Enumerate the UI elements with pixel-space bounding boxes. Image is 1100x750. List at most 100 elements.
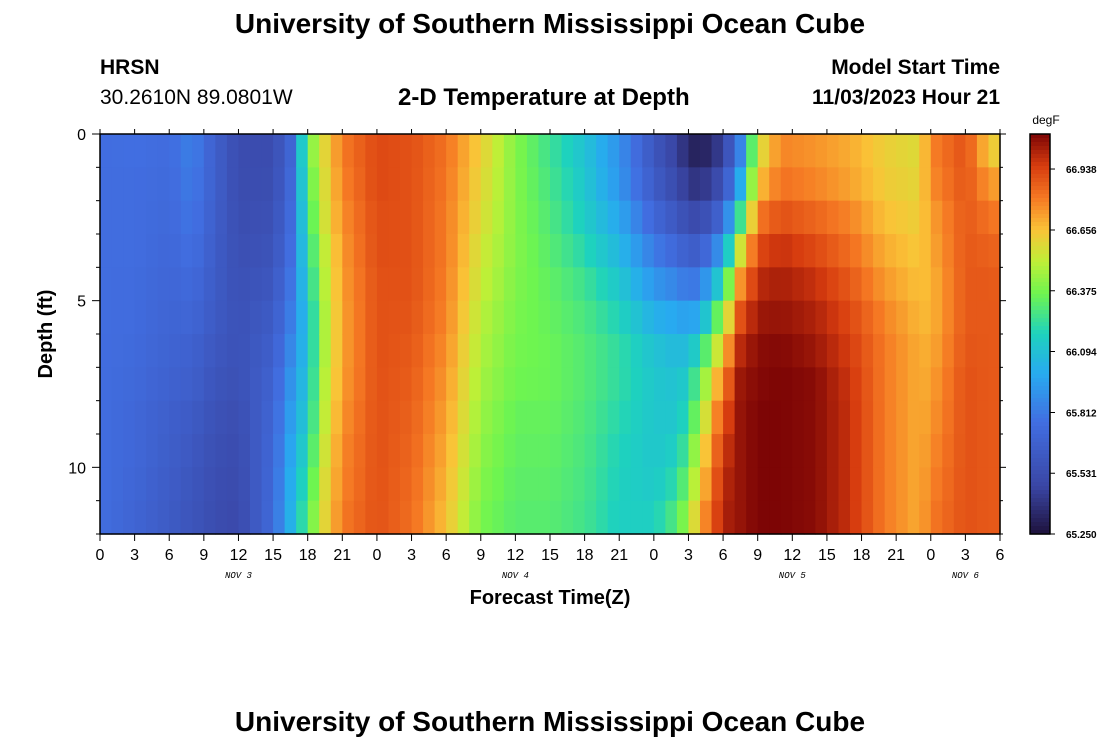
heatmap-cell: [815, 367, 828, 402]
heatmap-cell: [215, 134, 228, 168]
heatmap-cell: [446, 300, 459, 335]
heatmap-cell: [850, 467, 863, 502]
heatmap-cell: [596, 167, 609, 202]
heatmap-cell: [723, 400, 736, 435]
colorbar-segment: [1030, 342, 1050, 347]
colorbar-segment: [1030, 134, 1050, 139]
heatmap-cell: [757, 334, 770, 368]
heatmap-cell: [376, 367, 390, 402]
heatmap-cell: [250, 367, 263, 402]
heatmap-cell: [688, 500, 701, 535]
colorbar-segment: [1030, 338, 1050, 343]
heatmap-cell: [515, 367, 528, 402]
heatmap-cell: [342, 167, 355, 202]
heatmap-cell: [688, 400, 701, 435]
heatmap-cell: [838, 300, 851, 335]
heatmap-cell: [792, 500, 805, 535]
heatmap-cell: [942, 167, 955, 202]
heatmap-cell: [538, 200, 551, 235]
heatmap-cell: [688, 200, 701, 235]
heatmap-cell: [169, 300, 182, 335]
heatmap-cell: [342, 500, 355, 535]
heatmap-cell: [676, 234, 690, 268]
heatmap-cell: [734, 167, 747, 202]
heatmap-cell: [215, 367, 228, 402]
heatmap-cell: [711, 500, 724, 535]
heatmap-cell: [296, 267, 309, 302]
heatmap-cell: [850, 267, 863, 302]
heatmap-cell: [226, 500, 240, 535]
heatmap-cell: [434, 367, 447, 402]
x-tick-label: 12: [230, 547, 248, 564]
heatmap-cell: [457, 300, 470, 335]
heatmap-cell: [838, 367, 851, 402]
date-label: NOV 3: [225, 571, 253, 581]
heatmap-cell: [619, 467, 632, 502]
heatmap-cell: [250, 334, 263, 368]
heatmap-cell: [157, 334, 170, 368]
heatmap-cell: [469, 200, 482, 235]
heatmap-cell: [838, 334, 851, 368]
heatmap-cell: [319, 334, 332, 368]
heatmap-cell: [942, 367, 955, 402]
heatmap-cell: [319, 267, 332, 302]
heatmap-cell: [550, 134, 563, 168]
heatmap-cell: [215, 400, 228, 435]
heatmap-cell: [273, 367, 286, 402]
heatmap-cell: [203, 467, 216, 502]
heatmap-cell: [826, 300, 840, 335]
heatmap-cell: [538, 134, 551, 168]
heatmap-cell: [561, 400, 574, 435]
heatmap-cell: [780, 367, 793, 402]
heatmap-cell: [388, 200, 401, 235]
heatmap-cell: [400, 200, 413, 235]
heatmap-cell: [815, 267, 828, 302]
colorbar-segment: [1030, 198, 1050, 203]
heatmap-cell: [711, 267, 724, 302]
heatmap-cell: [907, 400, 920, 435]
heatmap-cell: [307, 500, 320, 535]
heatmap-cell: [100, 400, 113, 435]
heatmap-cell: [365, 500, 378, 535]
heatmap-cell: [861, 134, 874, 168]
heatmap-cell: [480, 467, 493, 502]
heatmap-cell: [250, 467, 263, 502]
heatmap-cell: [803, 234, 816, 268]
heatmap-cell: [526, 134, 540, 168]
heatmap-cell: [111, 267, 124, 302]
heatmap-cell: [180, 434, 193, 468]
heatmap-cell: [792, 334, 805, 368]
heatmap-cell: [780, 334, 793, 368]
colorbar-segment: [1030, 486, 1050, 491]
heatmap-cell: [469, 167, 482, 202]
heatmap-cell: [423, 167, 436, 202]
heatmap-cell: [688, 367, 701, 402]
heatmap-cell: [411, 400, 424, 435]
heatmap-cell: [896, 500, 909, 535]
heatmap-cell: [976, 134, 990, 168]
heatmap-cell: [307, 467, 320, 502]
heatmap-cell: [907, 234, 920, 268]
heatmap-cell: [492, 334, 505, 368]
heatmap-cell: [261, 467, 274, 502]
heatmap-cell: [273, 334, 286, 368]
heatmap-cell: [884, 234, 897, 268]
heatmap-cell: [573, 267, 586, 302]
heatmap-cell: [850, 234, 863, 268]
colorbar-segment: [1030, 158, 1050, 163]
heatmap-cell: [446, 234, 459, 268]
heatmap-cell: [792, 200, 805, 235]
chart-title: 2-D Temperature at Depth: [398, 84, 690, 111]
heatmap-cell: [284, 500, 297, 535]
heatmap-cell: [261, 367, 274, 402]
colorbar-segment: [1030, 382, 1050, 387]
colorbar-segment: [1030, 250, 1050, 255]
heatmap-cell: [988, 467, 1001, 502]
x-tick-label: 3: [961, 547, 970, 564]
heatmap-cell: [480, 500, 493, 535]
heatmap-cell: [238, 300, 251, 335]
heatmap-cell: [976, 500, 990, 535]
heatmap-cell: [769, 134, 782, 168]
heatmap-cell: [676, 367, 690, 402]
heatmap-cell: [538, 467, 551, 502]
